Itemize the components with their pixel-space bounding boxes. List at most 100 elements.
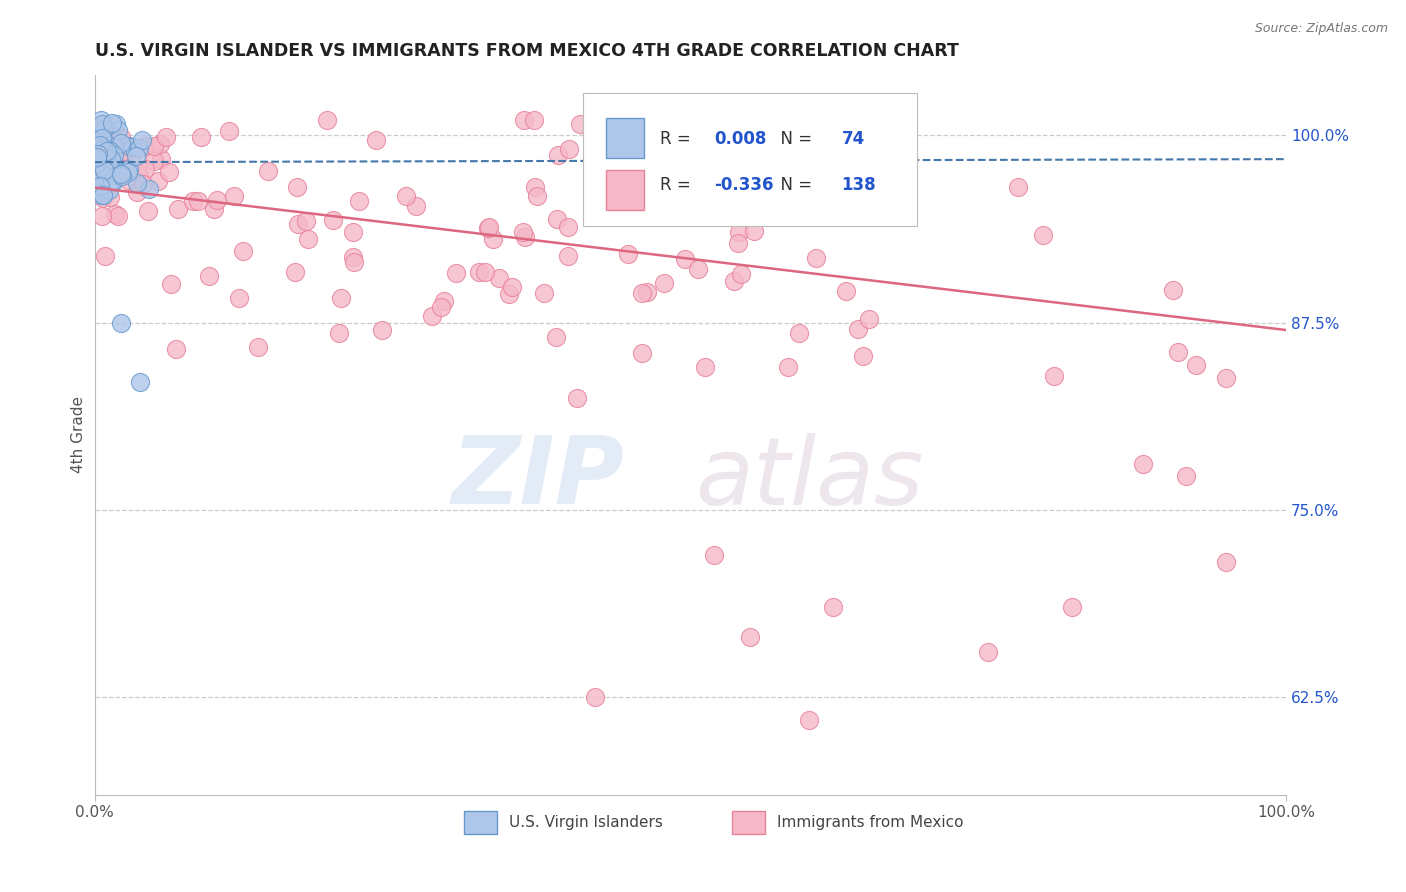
Point [91, 143, 114, 157]
Point [98, 189, 121, 203]
Point [846, 322, 869, 336]
Text: Immigrants from Mexico: Immigrants from Mexico [778, 815, 963, 830]
Point [91, 116, 114, 130]
Point [96, 161, 118, 176]
Point [84, 157, 107, 171]
Point [284, 265, 307, 279]
Point [112, 145, 135, 159]
Point [97, 183, 120, 197]
Point [94, 169, 117, 183]
Point [127, 185, 149, 199]
Point [118, 151, 141, 165]
Point [136, 204, 159, 219]
Point [477, 220, 499, 235]
Point [87, 147, 110, 161]
Point [91, 154, 114, 169]
Point [132, 177, 155, 191]
Point [343, 255, 366, 269]
Point [94, 170, 117, 185]
Point [105, 168, 128, 182]
Point [93, 161, 115, 176]
Text: N =: N = [770, 129, 817, 147]
Point [104, 162, 127, 177]
Point [128, 376, 150, 390]
Point [165, 342, 187, 356]
Point [501, 280, 523, 294]
Point [474, 265, 496, 279]
Point [84, 135, 107, 149]
Point [512, 225, 534, 239]
Point [804, 252, 827, 266]
Point [87, 121, 110, 136]
Point [90, 187, 112, 202]
Point [118, 138, 141, 153]
Point [342, 225, 364, 239]
Point [222, 189, 245, 203]
Point [93, 161, 115, 176]
Point [93, 188, 115, 202]
Point [134, 139, 156, 153]
Point [723, 274, 745, 288]
Text: Source: ZipAtlas.com: Source: ZipAtlas.com [1254, 22, 1388, 36]
Point [524, 180, 547, 194]
Point [205, 193, 228, 207]
Point [297, 232, 319, 246]
Point [96, 144, 118, 158]
Point [110, 136, 132, 150]
Point [96, 175, 118, 189]
Point [103, 148, 125, 162]
Point [84, 182, 107, 196]
Point [742, 224, 765, 238]
Point [218, 124, 240, 138]
Point [342, 250, 364, 264]
Point [287, 217, 309, 231]
Point [558, 142, 581, 156]
Text: atlas: atlas [696, 433, 924, 524]
Point [93, 123, 115, 137]
Point [430, 301, 453, 315]
Point [127, 176, 149, 190]
Point [149, 136, 172, 151]
Point [93, 166, 115, 180]
Point [101, 116, 124, 130]
Point [142, 153, 165, 168]
Point [364, 132, 387, 146]
Point [91, 188, 114, 202]
Point [1132, 457, 1154, 471]
Point [422, 309, 444, 323]
Point [89, 154, 111, 169]
Point [104, 206, 127, 220]
Point [1175, 468, 1198, 483]
Point [482, 232, 505, 246]
Point [1043, 368, 1066, 383]
Point [673, 252, 696, 267]
Point [498, 286, 520, 301]
Point [127, 164, 149, 178]
Point [101, 175, 124, 189]
Point [128, 167, 150, 181]
Point [190, 129, 212, 144]
Point [105, 117, 128, 131]
Point [328, 326, 350, 341]
Point [84, 160, 107, 174]
Text: 0.008: 0.008 [714, 129, 766, 147]
Point [546, 212, 568, 227]
Point [977, 645, 1000, 659]
Point [617, 247, 640, 261]
Text: 138: 138 [842, 177, 876, 194]
Point [157, 164, 180, 178]
Point [727, 236, 749, 251]
FancyBboxPatch shape [464, 811, 498, 834]
Point [148, 174, 170, 188]
Point [84, 157, 107, 171]
Point [568, 117, 591, 131]
Point [187, 194, 209, 208]
Point [110, 169, 132, 183]
Point [533, 285, 555, 300]
Point [523, 113, 546, 128]
Point [330, 292, 353, 306]
Point [526, 188, 548, 202]
Point [101, 167, 124, 181]
Point [181, 194, 204, 209]
Point [565, 392, 588, 406]
